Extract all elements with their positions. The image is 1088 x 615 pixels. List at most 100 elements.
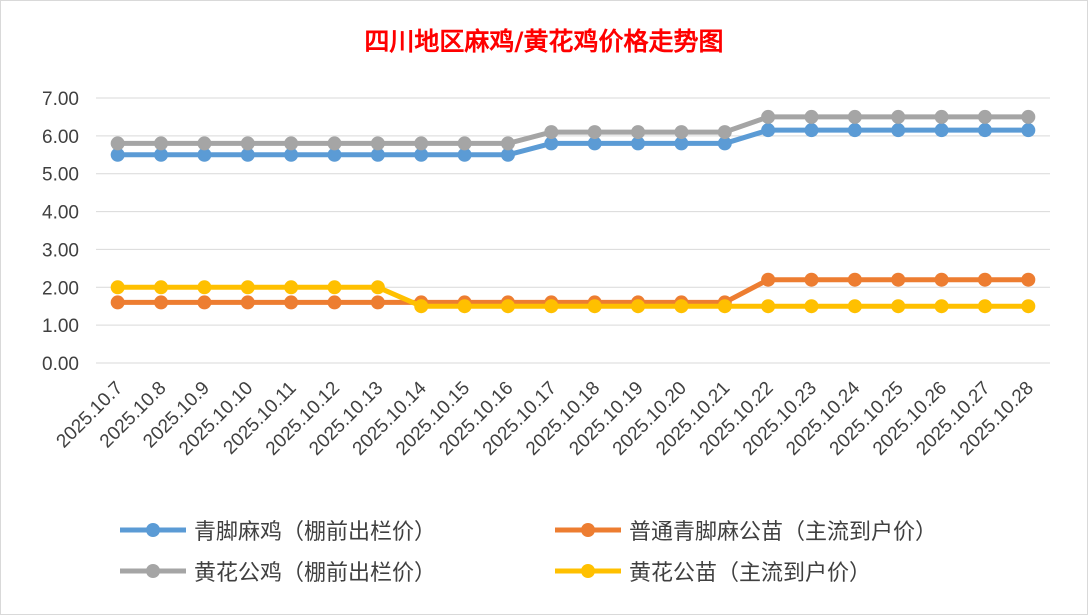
data-point (977, 123, 992, 138)
data-point (934, 123, 949, 138)
data-point (891, 109, 906, 124)
data-point (500, 299, 515, 314)
y-tick-label: 5.00 (42, 165, 79, 186)
data-point (110, 147, 125, 162)
data-point (327, 136, 342, 151)
data-point (761, 272, 776, 287)
data-point (457, 147, 472, 162)
data-point (631, 136, 646, 151)
chart-title: 四川地区麻鸡/黄花鸡价格走势图 (364, 27, 724, 56)
data-point (674, 125, 689, 140)
data-point (891, 299, 906, 314)
data-point (761, 299, 776, 314)
data-point (934, 299, 949, 314)
data-point (1021, 109, 1036, 124)
data-point (804, 272, 819, 287)
data-point (977, 109, 992, 124)
data-point (284, 295, 299, 310)
data-point (761, 109, 776, 124)
y-tick-label: 3.00 (42, 240, 79, 261)
data-point (934, 109, 949, 124)
data-point (804, 299, 819, 314)
data-point (1021, 123, 1036, 138)
data-point (414, 147, 429, 162)
y-tick-label: 1.00 (42, 316, 79, 337)
data-point (674, 136, 689, 151)
y-axis-ticks: 0.00 1.00 2.00 3.00 4.00 5.00 6.00 7.00 (42, 89, 79, 375)
data-point (197, 136, 212, 151)
data-point (587, 125, 602, 140)
data-point (847, 109, 862, 124)
data-point (197, 295, 212, 310)
series-line (117, 127, 1029, 158)
data-point (631, 299, 646, 314)
legend-label: 黄花公苗（主流到户价） (629, 561, 872, 586)
data-point (284, 147, 299, 162)
legend-item-huanghua-gongmiao: 黄花公苗（主流到户价） (553, 556, 871, 586)
series-line (117, 114, 1029, 146)
data-point (327, 280, 342, 295)
y-tick-label: 7.00 (42, 89, 79, 110)
data-point (154, 136, 169, 151)
data-point (327, 295, 342, 310)
legend-label: 黄花公鸡（棚前出栏价） (194, 561, 437, 586)
data-point (717, 136, 732, 151)
data-point (110, 295, 125, 310)
data-point (154, 147, 169, 162)
legend-label: 普通青脚麻公苗（主流到户价） (629, 520, 938, 545)
data-point (370, 147, 385, 162)
data-point (414, 136, 429, 151)
data-point (370, 136, 385, 151)
legend-label: 青脚麻鸡（棚前出栏价） (194, 520, 437, 545)
data-point (154, 280, 169, 295)
gridlines (96, 97, 1050, 364)
data-point (240, 295, 255, 310)
data-point (847, 299, 862, 314)
legend-item-qingjiao-gongmiao: 普通青脚麻公苗（主流到户价） (553, 515, 937, 545)
data-point (240, 136, 255, 151)
data-point (977, 272, 992, 287)
data-point (544, 125, 559, 140)
data-point (847, 272, 862, 287)
data-point (804, 109, 819, 124)
data-point (110, 280, 125, 295)
data-point (761, 123, 776, 138)
data-point (500, 136, 515, 151)
data-point (891, 123, 906, 138)
data-point (457, 299, 472, 314)
data-point (544, 299, 559, 314)
data-point (1021, 272, 1036, 287)
legend-marker (146, 564, 160, 578)
data-point (284, 280, 299, 295)
data-point (240, 280, 255, 295)
legend-swatch-blue (120, 523, 186, 537)
data-point (847, 123, 862, 138)
data-point (587, 136, 602, 151)
data-point (804, 123, 819, 138)
data-point (544, 136, 559, 151)
data-point (240, 147, 255, 162)
data-point (197, 147, 212, 162)
legend-swatch-gray (120, 564, 186, 578)
data-point (370, 295, 385, 310)
data-point (154, 295, 169, 310)
y-tick-label: 6.00 (42, 127, 79, 148)
data-point (891, 272, 906, 287)
series-line (117, 277, 1029, 305)
data-point (631, 125, 646, 140)
legend-swatch-orange (555, 523, 621, 537)
data-point (284, 136, 299, 151)
data-point (500, 147, 515, 162)
series-3 (110, 280, 1036, 314)
legend-item-huanghua-gongji: 黄花公鸡（棚前出栏价） (118, 556, 436, 586)
data-point (327, 147, 342, 162)
x-axis-ticks: 2025.10.72025.10.82025.10.92025.10.10202… (53, 377, 1038, 459)
legend-item-qingjiao-maji: 青脚麻鸡（棚前出栏价） (118, 515, 436, 545)
legend-marker (581, 523, 595, 537)
y-tick-label: 0.00 (42, 354, 79, 375)
series-line (117, 284, 1029, 309)
legend: 青脚麻鸡（棚前出栏价） 普通青脚麻公苗（主流到户价） 黄花公鸡（棚前出栏价） 黄… (0, 508, 1088, 598)
data-point (934, 272, 949, 287)
data-point (1021, 299, 1036, 314)
